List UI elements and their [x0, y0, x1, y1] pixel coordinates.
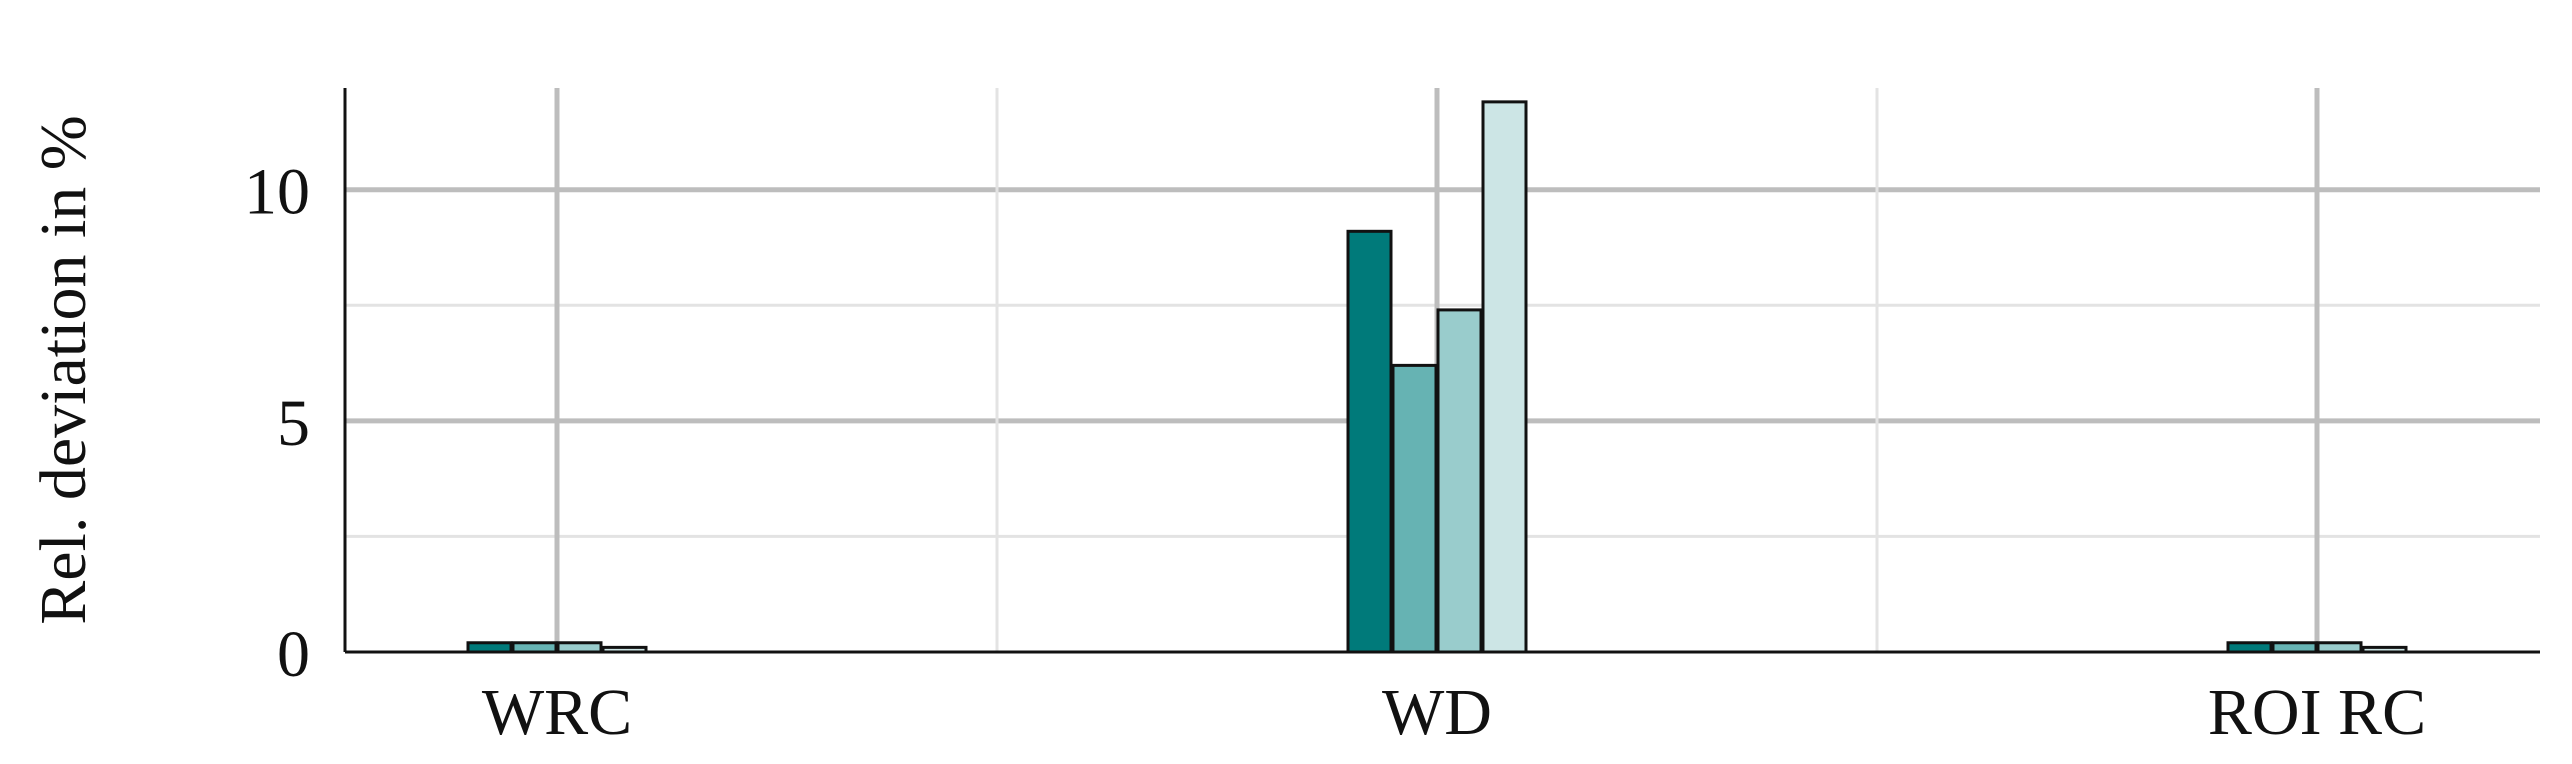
- y-tick-labels: 0 5 10: [244, 156, 310, 691]
- y-tick-label: 0: [277, 618, 310, 691]
- bars: [466, 100, 2408, 654]
- grid: [345, 88, 2540, 652]
- bar: [1346, 229, 1393, 654]
- x-tick-label: WD: [1382, 676, 1492, 749]
- y-axis-label: Rel. deviation in %: [27, 115, 100, 625]
- axes: [343, 88, 2540, 654]
- x-tick-label: WRC: [482, 676, 632, 749]
- bar: [1391, 363, 1438, 654]
- x-tick-label: ROI RC: [2208, 676, 2426, 749]
- y-tick-label: 5: [277, 387, 310, 460]
- bar: [1436, 308, 1483, 654]
- y-tick-label: 10: [244, 156, 310, 229]
- bar: [1481, 100, 1528, 654]
